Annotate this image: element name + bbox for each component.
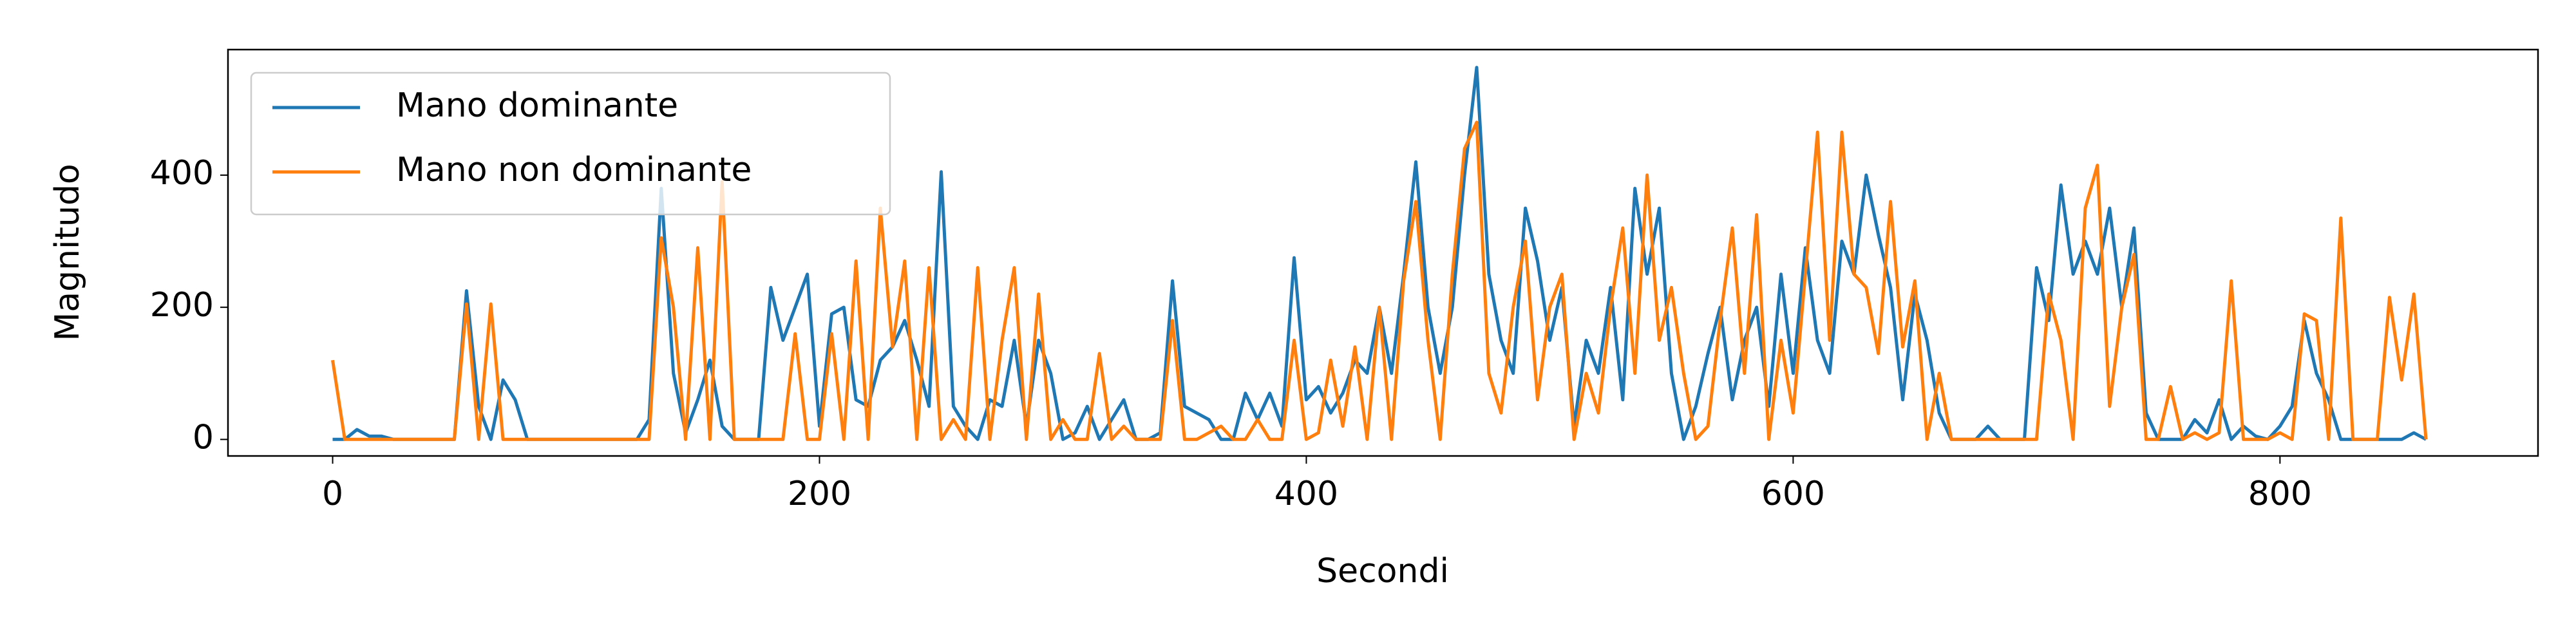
plot-frame (227, 48, 2539, 457)
x-tick-label: 200 (788, 475, 851, 513)
legend-label: Mano non dominante (396, 151, 752, 189)
legend-label: Mano dominante (396, 86, 678, 125)
y-axis-label: Magnitudo (48, 164, 87, 341)
series-line (331, 120, 2428, 441)
x-tick-label: 600 (1761, 475, 1825, 513)
x-tick-label: 800 (2248, 475, 2312, 513)
legend-box (250, 71, 891, 216)
x-tick-label: 0 (322, 475, 343, 513)
y-tick-label: 0 (193, 418, 214, 457)
x-tick-label: 400 (1274, 475, 1338, 513)
x-axis-label: Secondi (1316, 552, 1449, 591)
y-tick-label: 400 (150, 154, 214, 193)
y-tick-label: 200 (150, 286, 214, 325)
